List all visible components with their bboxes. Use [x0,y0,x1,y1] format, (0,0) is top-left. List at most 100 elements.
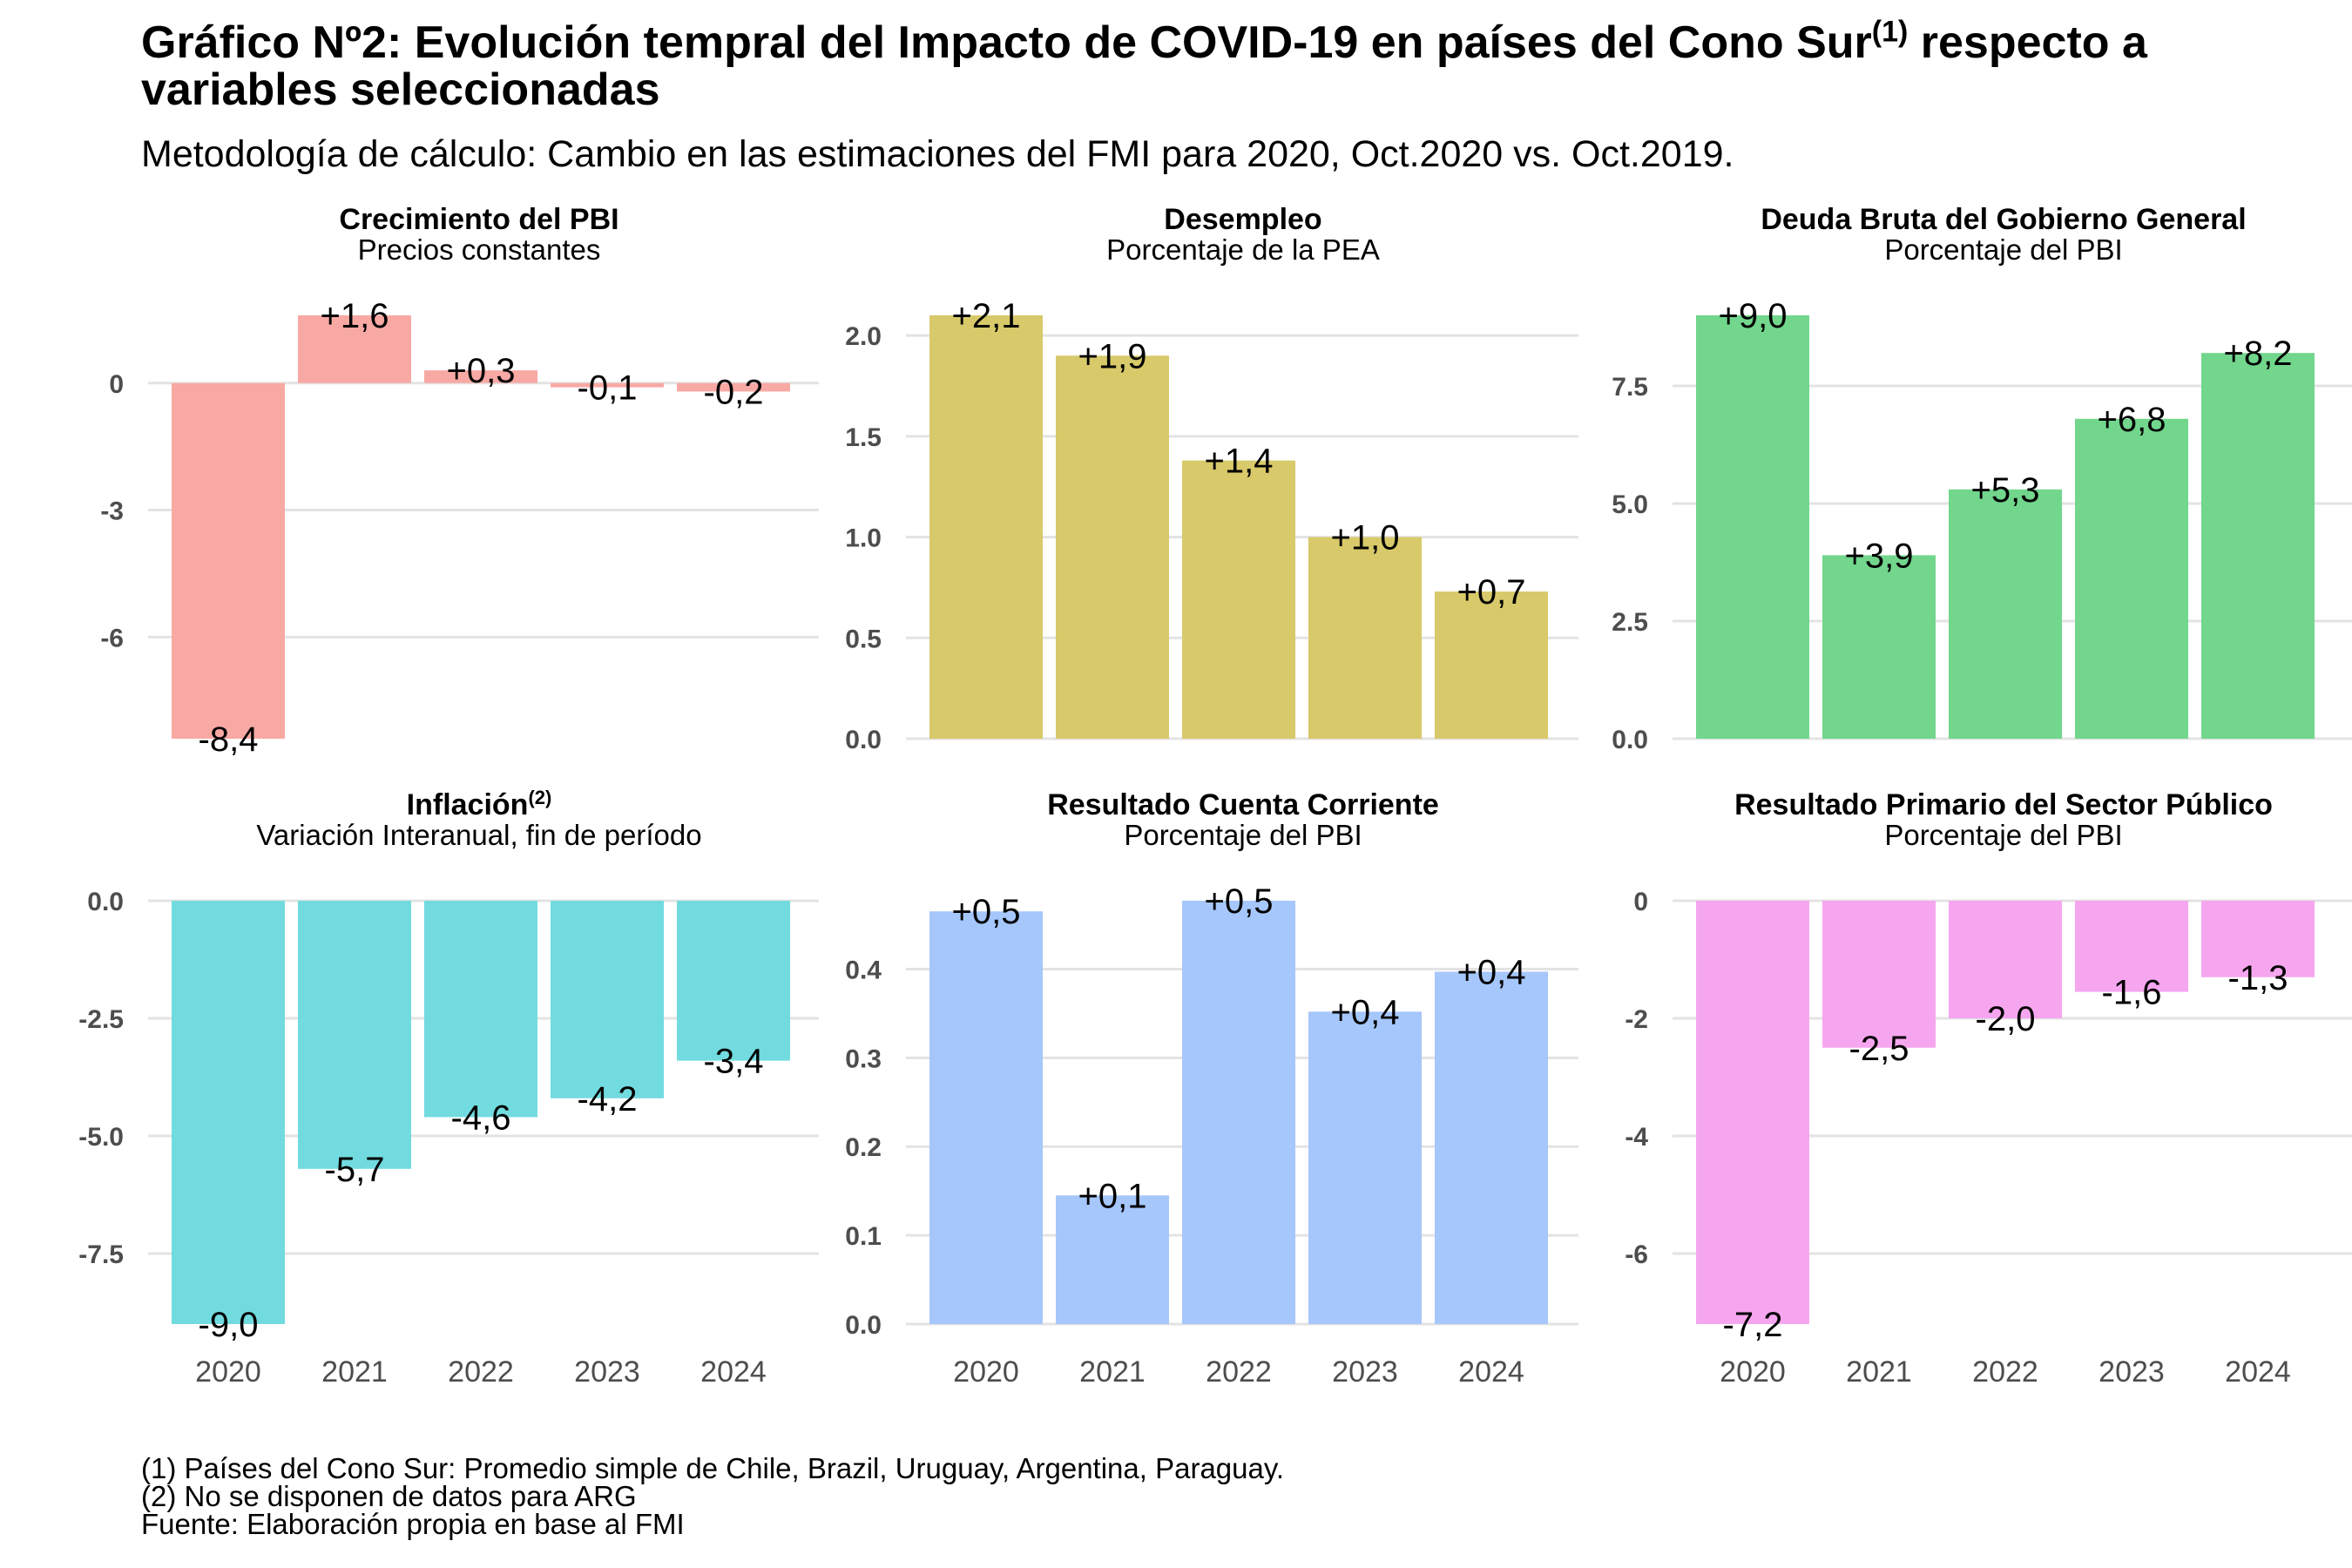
panel-title: Inflación(2) [407,787,552,821]
y-tick-label: 0 [109,370,124,399]
footnotes: (1) Países del Cono Sur: Promedio simple… [141,1452,1285,1540]
bar-2022 [1182,901,1295,1324]
y-tick-label: 1.5 [845,423,882,452]
x-tick-label: 2020 [953,1355,1019,1389]
y-tick-label: -4 [1625,1123,1648,1152]
bar-2024 [2201,353,2315,739]
x-tick-label: 2024 [1458,1355,1524,1389]
value-label: -9,0 [199,1306,259,1344]
y-tick-label: -5.0 [78,1123,124,1152]
bar-2020 [929,315,1043,739]
value-label: -1,3 [2228,959,2288,997]
value-label: -2,0 [1976,1000,2036,1038]
x-tick-label: 2020 [1720,1355,1786,1389]
value-label: +0,4 [1331,993,1400,1031]
y-tick-label: 0.5 [845,625,882,653]
bar-2023 [1308,1011,1422,1324]
y-tick-label: 2.0 [845,322,882,351]
bar-2020 [1696,315,1809,739]
value-label: +2,1 [952,297,1021,335]
panel-4: Inflación(2)Variación Interanual, fin de… [78,787,819,1389]
panel-title-text: Crecimiento del PBI [339,203,618,236]
y-tick-label: 0.4 [845,956,882,984]
bar-2022 [424,901,537,1118]
value-label: -2,5 [1849,1030,1909,1068]
value-label: +1,0 [1331,519,1400,558]
value-label: +1,9 [1078,337,1147,375]
x-tick-label: 2024 [700,1355,767,1389]
bar-2020 [172,901,285,1324]
y-tick-label: -2.5 [78,1005,124,1034]
bar-2021 [1056,1195,1169,1324]
panel-title: Resultado Primario del Sector Público [1734,788,2273,821]
x-tick-label: 2022 [1972,1355,2038,1389]
value-label: +0,5 [1205,882,1274,921]
y-tick-label: 0.0 [845,1311,882,1340]
footnote-1: (1) Países del Cono Sur: Promedio simple… [141,1452,1285,1484]
panel-title: Desempleo [1164,203,1321,236]
panel-title-text: Desempleo [1164,203,1321,236]
bar-2023 [2075,901,2188,992]
value-label: -1,6 [2102,974,2162,1012]
bar-2023 [551,382,664,388]
value-label: +8,2 [2224,335,2293,373]
panel-subtitle: Porcentaje de la PEA [1106,233,1380,266]
footnote-2: (2) No se disponen de datos para ARG [141,1480,637,1512]
y-tick-label: 1.0 [845,524,882,553]
x-tick-label: 2022 [1206,1355,1272,1389]
y-tick-label: -2 [1625,1005,1648,1034]
bar-2021 [1056,355,1169,739]
figure-title-superscript: (1) [1871,15,1909,49]
bar-2023 [551,901,664,1098]
value-label: +5,3 [1971,471,2040,510]
bar-2022 [1182,460,1295,739]
value-label: -5,7 [325,1151,385,1189]
x-tick-label: 2022 [448,1355,514,1389]
value-label: -0,2 [704,373,764,411]
panel-title: Crecimiento del PBI [339,203,618,236]
y-tick-label: 2.5 [1612,608,1648,637]
x-tick-label: 2021 [321,1355,388,1389]
y-tick-label: -3 [100,497,124,526]
value-label: -0,1 [578,369,638,408]
value-label: +0,4 [1457,954,1526,992]
footnote-source: Fuente: Elaboración propia en base al FM… [141,1508,685,1540]
value-label: +0,1 [1078,1177,1147,1215]
bar-2024 [1435,591,1548,739]
x-tick-label: 2021 [1079,1355,1146,1389]
bar-2022 [1949,489,2062,739]
panel-3: Deuda Bruta del Gobierno GeneralPorcenta… [1612,203,2352,754]
bar-2021 [298,315,411,383]
value-label: +0,3 [447,352,516,390]
y-tick-label: 0.0 [845,726,882,754]
panel-subtitle: Porcentaje del PBI [1124,819,1362,851]
value-label: +9,0 [1719,297,1788,335]
y-tick-label: -6 [1625,1240,1648,1269]
panel-subtitle: Precios constantes [358,233,601,266]
bar-2021 [1822,901,1936,1048]
panel-title-superscript: (2) [528,787,551,808]
value-label: -7,2 [1723,1306,1783,1344]
panel-title-text: Resultado Cuenta Corriente [1047,788,1439,821]
x-tick-label: 2023 [2099,1355,2165,1389]
figure-title-text: Gráfico Nº2: Evolución tempral del Impac… [141,17,1872,68]
bar-2021 [1822,555,1936,739]
y-tick-label: 0.3 [845,1044,882,1073]
value-label: +3,9 [1845,537,1914,575]
value-label: +0,7 [1457,573,1526,612]
panel-title: Deuda Bruta del Gobierno General [1761,203,2246,236]
figure-subtitle: Metodología de cálculo: Cambio en las es… [141,133,1734,175]
bar-2021 [298,901,411,1169]
y-tick-label: -6 [100,624,124,652]
panel-title-text: Inflación [407,788,529,821]
y-tick-label: 5.0 [1612,490,1648,519]
bar-2020 [929,911,1043,1324]
value-label: +1,4 [1205,443,1274,481]
x-tick-label: 2023 [1332,1355,1398,1389]
bar-2022 [1949,901,2062,1018]
